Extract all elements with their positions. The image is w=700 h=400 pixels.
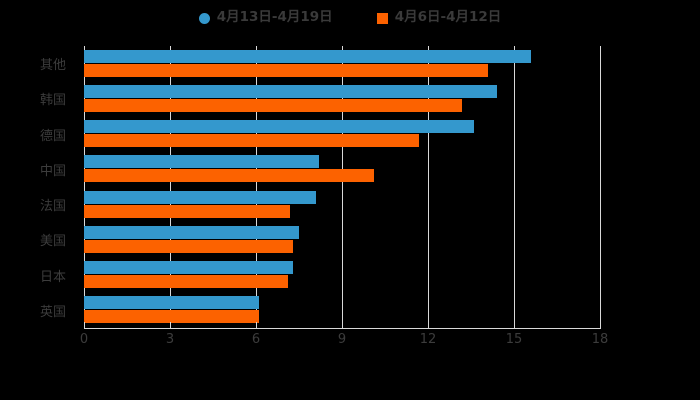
- gridline: [600, 46, 601, 328]
- y-axis-label-其他: 其他: [39, 58, 66, 74]
- circle-marker-icon: [198, 12, 210, 24]
- bar-韩国-series-1[interactable]: [84, 98, 463, 112]
- x-tick-label-18: 18: [591, 332, 609, 347]
- chart-legend: 4月13日-4月19日 4月6日-4月12日: [0, 6, 700, 30]
- bar-美国-series-1[interactable]: [84, 239, 294, 253]
- bar-其他-series-0[interactable]: [84, 49, 532, 63]
- bar-美国-series-0[interactable]: [84, 225, 299, 239]
- x-tick-mark: [428, 322, 429, 328]
- x-tick-mark: [600, 322, 601, 328]
- x-tick-label-3: 3: [165, 332, 175, 347]
- bar-韩国-series-0[interactable]: [84, 84, 497, 98]
- legend-label-series-1: 4月6日-4月12日: [394, 9, 502, 26]
- x-tick-mark: [84, 322, 85, 328]
- y-axis-category-labels: 其他韩国德国中国法国美国日本英国: [0, 46, 76, 328]
- legend-item-series-0[interactable]: 4月13日-4月19日: [198, 9, 333, 26]
- y-axis-label-中国: 中国: [39, 163, 66, 179]
- bar-row: [84, 152, 600, 187]
- bar-法国-series-1[interactable]: [84, 204, 291, 218]
- x-tick-label-9: 9: [337, 332, 347, 347]
- bar-法国-series-0[interactable]: [84, 190, 317, 204]
- x-tick-label-6: 6: [251, 332, 261, 347]
- bar-row: [84, 258, 600, 293]
- legend-label-series-0: 4月13日-4月19日: [216, 9, 333, 26]
- bar-row: [84, 222, 600, 257]
- bar-英国-series-0[interactable]: [84, 296, 259, 310]
- x-tick-mark: [170, 322, 171, 328]
- bar-德国-series-0[interactable]: [84, 120, 474, 133]
- y-axis-label-美国: 美国: [39, 234, 66, 250]
- y-axis-label-英国: 英国: [39, 304, 66, 320]
- gridline: [428, 46, 429, 328]
- bar-日本-series-1[interactable]: [84, 275, 288, 288]
- bar-row: [84, 46, 600, 81]
- gridline: [84, 46, 85, 328]
- gridline: [342, 46, 343, 328]
- x-tick-label-0: 0: [79, 332, 89, 347]
- legend-item-series-1[interactable]: 4月6日-4月12日: [376, 9, 502, 26]
- y-axis-label-法国: 法国: [39, 199, 66, 215]
- bar-英国-series-1[interactable]: [84, 310, 259, 324]
- x-tick-mark: [256, 322, 257, 328]
- bar-德国-series-1[interactable]: [84, 134, 420, 147]
- y-axis-label-德国: 德国: [39, 128, 66, 144]
- bar-row: [84, 81, 600, 116]
- x-tick-label-12: 12: [419, 332, 437, 347]
- plot-area: [84, 46, 601, 328]
- y-axis-label-韩国: 韩国: [39, 93, 66, 109]
- bar-row: [84, 293, 600, 328]
- bar-中国-series-0[interactable]: [84, 155, 320, 169]
- x-tick-mark: [514, 322, 515, 328]
- bar-其他-series-1[interactable]: [84, 63, 489, 77]
- bar-row: [84, 187, 600, 222]
- bar-日本-series-0[interactable]: [84, 261, 294, 274]
- square-marker-icon: [376, 12, 388, 24]
- x-tick-label-15: 15: [505, 332, 523, 347]
- y-axis-label-日本: 日本: [39, 269, 66, 285]
- gridline: [170, 46, 171, 328]
- gridline: [514, 46, 515, 328]
- bar-row: [84, 117, 600, 152]
- x-tick-mark: [342, 322, 343, 328]
- bar-rows: [84, 46, 600, 328]
- bar-中国-series-1[interactable]: [84, 169, 374, 183]
- x-axis-line: [84, 328, 601, 329]
- gridline: [256, 46, 257, 328]
